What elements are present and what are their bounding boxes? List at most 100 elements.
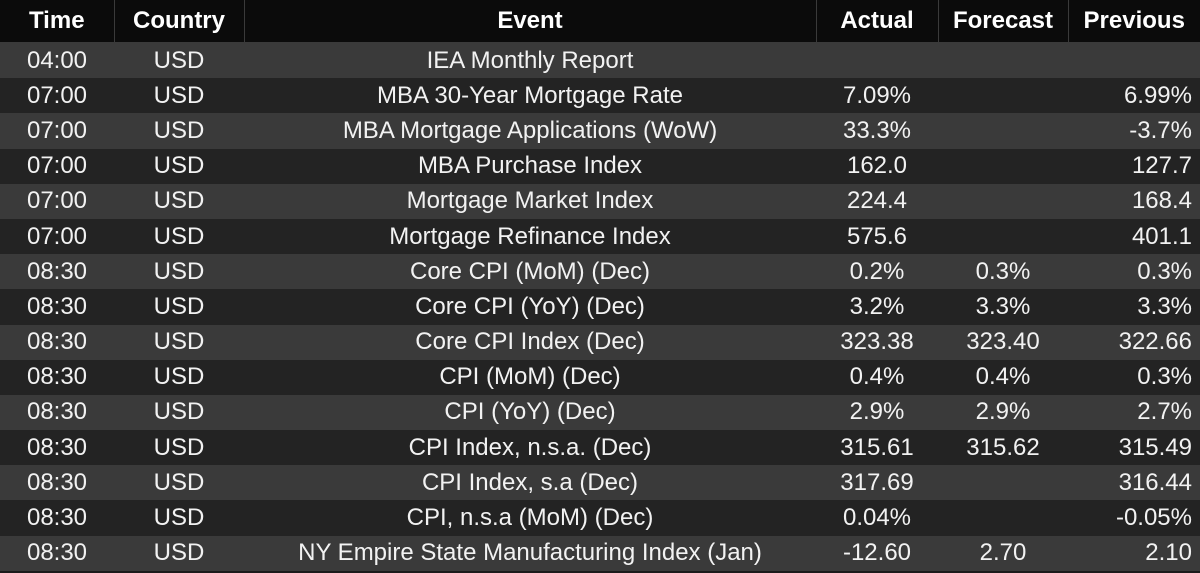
forecast-cell: 2.9% [938,394,1068,431]
country-cell: USD [114,289,244,325]
time-cell: 07:00 [0,113,114,149]
event-cell: Core CPI Index (Dec) [244,324,816,360]
time-cell: 08:30 [0,254,114,290]
event-cell: MBA Mortgage Applications (WoW) [244,113,816,149]
actual-cell: 323.38 [816,324,938,360]
table-row[interactable]: 08:30 USD NY Empire State Manufacturing In… [0,535,1200,571]
table-row[interactable]: 08:30 USD CPI Index, s.a (Dec) 317.69 316.44 [0,465,1200,501]
time-cell: 08:30 [0,430,114,466]
previous-cell: 316.44 [1068,465,1200,501]
forecast-cell: 0.4% [938,359,1068,395]
actual-cell: 33.3% [816,113,938,149]
forecast-cell: 3.3% [938,289,1068,325]
country-cell: USD [114,78,244,114]
country-cell: USD [114,430,244,466]
country-cell: USD [114,535,244,571]
event-cell: CPI (MoM) (Dec) [244,359,816,395]
event-cell: MBA 30-Year Mortgage Rate [244,78,816,114]
actual-cell: 2.9% [816,394,938,431]
column-header-forecast[interactable]: Forecast [937,0,1068,43]
country-cell: USD [114,254,244,290]
time-cell: 08:30 [0,500,114,536]
country-cell: USD [114,42,244,79]
country-cell: USD [114,359,244,395]
previous-cell [1068,42,1200,79]
table-row[interactable]: 08:30 USD CPI (MoM) (Dec) 0.4% 0.4% 0.3% [0,359,1200,395]
event-cell: CPI Index, n.s.a. (Dec) [244,430,816,466]
previous-cell: 6.99% [1068,78,1200,114]
previous-cell: 2.10 [1068,535,1200,571]
table-row[interactable]: 08:30 USD CPI Index, n.s.a. (Dec) 315.61 315… [0,430,1200,466]
actual-cell: 224.4 [816,183,938,219]
table-row[interactable]: 07:00 USD MBA Mortgage Applications (WoW) 3… [0,113,1200,149]
time-cell: 08:30 [0,324,114,360]
table-row[interactable]: 08:30 USD Core CPI (YoY) (Dec) 3.2% 3.3% 3.3% [0,289,1200,325]
previous-cell: 401.1 [1068,218,1200,255]
time-cell: 08:30 [0,359,114,395]
actual-cell: 315.61 [816,430,938,466]
table-body: 04:00 USD IEA Monthly Report 07:00 USD MBA 30… [0,42,1200,571]
forecast-cell: 323.40 [938,324,1068,360]
country-cell: USD [114,324,244,360]
actual-cell [816,42,938,79]
forecast-cell [938,42,1068,79]
time-cell: 08:30 [0,394,114,431]
table-row[interactable]: 08:30 USD CPI, n.s.a (MoM) (Dec) 0.04% -0.05… [0,500,1200,536]
header-row: Time Country Event Actual Forecast Previ… [0,0,1200,43]
country-cell: USD [114,500,244,536]
actual-cell: 0.2% [816,254,938,290]
event-cell: IEA Monthly Report [244,42,816,79]
event-cell: MBA Purchase Index [244,148,816,184]
previous-cell: 322.66 [1068,324,1200,360]
time-cell: 08:30 [0,465,114,501]
forecast-cell [938,148,1068,184]
actual-cell: -12.60 [816,535,938,571]
actual-cell: 317.69 [816,465,938,501]
previous-cell: -0.05% [1068,500,1200,536]
actual-cell: 3.2% [816,289,938,325]
column-header-country[interactable]: Country [113,0,244,43]
actual-cell: 0.4% [816,359,938,395]
event-cell: NY Empire State Manufacturing Index (Jan… [244,535,816,571]
forecast-cell: 2.70 [938,535,1068,571]
previous-cell: 315.49 [1068,430,1200,466]
table-row[interactable]: 07:00 USD Mortgage Market Index 224.4 168.4 [0,183,1200,219]
table-row[interactable]: 07:00 USD MBA 30-Year Mortgage Rate 7.09% 6.… [0,78,1200,114]
forecast-cell [938,183,1068,219]
table-row[interactable]: 08:30 USD Core CPI (MoM) (Dec) 0.2% 0.3% 0.3% [0,254,1200,290]
event-cell: CPI Index, s.a (Dec) [244,465,816,501]
event-cell: Mortgage Market Index [244,183,816,219]
country-cell: USD [114,394,244,431]
time-cell: 07:00 [0,183,114,219]
column-header-previous[interactable]: Previous [1067,0,1200,43]
event-cell: CPI (YoY) (Dec) [244,394,816,431]
actual-cell: 575.6 [816,218,938,255]
previous-cell: 0.3% [1068,359,1200,395]
table-header: Time Country Event Actual Forecast Previ… [0,0,1200,43]
time-cell: 07:00 [0,148,114,184]
actual-cell: 7.09% [816,78,938,114]
table-row[interactable]: 08:30 USD Core CPI Index (Dec) 323.38 323.40… [0,324,1200,360]
table-row[interactable]: 07:00 USD Mortgage Refinance Index 575.6 401… [0,218,1200,255]
column-header-actual[interactable]: Actual [815,0,938,43]
actual-cell: 162.0 [816,148,938,184]
time-cell: 07:00 [0,218,114,255]
forecast-cell [938,500,1068,536]
country-cell: USD [114,148,244,184]
column-header-time[interactable]: Time [0,0,114,43]
previous-cell: 3.3% [1068,289,1200,325]
country-cell: USD [114,183,244,219]
event-cell: Core CPI (MoM) (Dec) [244,254,816,290]
table-row[interactable]: 07:00 USD MBA Purchase Index 162.0 127.7 [0,148,1200,184]
time-cell: 07:00 [0,78,114,114]
previous-cell: 2.7% [1068,394,1200,431]
table-row[interactable]: 04:00 USD IEA Monthly Report [0,42,1200,79]
event-cell: Core CPI (YoY) (Dec) [244,289,816,325]
time-cell: 08:30 [0,289,114,325]
actual-cell: 0.04% [816,500,938,536]
forecast-cell: 315.62 [938,430,1068,466]
table-row[interactable]: 08:30 USD CPI (YoY) (Dec) 2.9% 2.9% 2.7% [0,394,1200,431]
column-header-event[interactable]: Event [243,0,816,43]
country-cell: USD [114,218,244,255]
